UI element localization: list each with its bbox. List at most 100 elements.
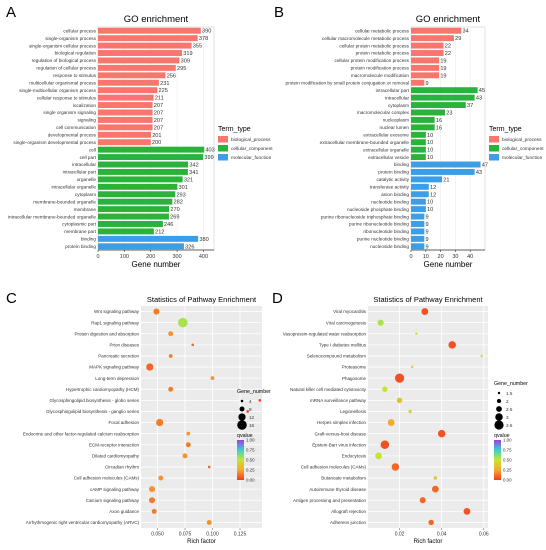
value-label: 207 xyxy=(154,118,163,124)
bar-B-12 xyxy=(411,109,446,116)
x-tick-label: 40 xyxy=(467,254,473,260)
category-label: Autoimmune thyroid disease xyxy=(309,487,366,492)
size-legend-label: 3 xyxy=(506,415,509,420)
bubble-C-5 xyxy=(168,354,173,358)
x-tick-label: 0.100 xyxy=(206,532,219,538)
bubble-D-7 xyxy=(394,373,405,383)
bar-B-27 xyxy=(411,221,425,227)
category-label: Protein digestion and absorption xyxy=(74,331,139,336)
category-label: nuclear lumen xyxy=(380,125,410,130)
bar-A-2 xyxy=(98,35,198,42)
color-legend-label: 0.50 xyxy=(246,458,255,463)
bubble-D-5 xyxy=(480,354,483,358)
legend-swatch xyxy=(218,154,228,161)
bar-A-13 xyxy=(98,116,153,123)
bar-A-9 xyxy=(98,87,158,94)
value-label: 282 xyxy=(174,200,183,206)
value-label: 301 xyxy=(179,185,188,191)
category-label: Epstein-Barr virus infection xyxy=(312,442,366,447)
value-label: 9 xyxy=(426,237,429,243)
value-label: 231 xyxy=(160,81,169,87)
bar-A-23 xyxy=(98,191,176,198)
value-label: 380 xyxy=(199,237,208,243)
category-label: purine nucleotide binding xyxy=(357,237,410,242)
category-label: Calcium signaling pathway xyxy=(86,498,140,503)
category-label: cellular protein modification process xyxy=(334,58,409,63)
bar-B-7 xyxy=(411,72,440,79)
bar-B-3 xyxy=(411,42,444,49)
category-label: Viral myocarditis xyxy=(333,309,367,314)
bubble-D-2 xyxy=(377,319,384,326)
bar-A-26 xyxy=(98,213,169,220)
category-label: cell part xyxy=(80,155,97,160)
value-label: 403 xyxy=(205,148,214,154)
bubble-D-4 xyxy=(448,341,456,349)
legend-entry: molecular_function xyxy=(502,155,543,161)
category-label: membrane xyxy=(74,207,97,212)
category-label: Wnt signaling pathway xyxy=(94,309,140,314)
bar-A-18 xyxy=(98,154,204,161)
size-legend-dot xyxy=(496,398,502,404)
category-label: catalytic activity xyxy=(376,177,409,182)
bar-B-30 xyxy=(411,243,425,250)
category-label: macromolecule modification xyxy=(351,73,409,78)
value-label: 19 xyxy=(440,58,446,64)
legend-entry: biological_process xyxy=(231,137,271,143)
value-label: 16 xyxy=(436,125,442,131)
bar-B-21 xyxy=(411,176,443,183)
bubble-D-14 xyxy=(375,452,382,460)
legend-entry: biological_process xyxy=(502,137,542,143)
bar-B-28 xyxy=(411,228,425,235)
value-label: 16 xyxy=(436,118,442,124)
category-label: extracellular organelle xyxy=(363,147,409,152)
bar-A-12 xyxy=(98,109,153,116)
category-label: extracellular membrane-bounded organelle xyxy=(320,140,410,145)
value-label: 9 xyxy=(426,222,429,228)
category-label: nucleoside binding xyxy=(370,244,409,249)
bar-B-15 xyxy=(411,131,426,138)
x-tick-label: 10 xyxy=(423,254,429,260)
value-label: 22 xyxy=(445,44,451,50)
bar-B-24 xyxy=(411,198,426,205)
size-legend-title-D: Gene_number xyxy=(494,381,528,387)
value-label: 399 xyxy=(204,155,213,161)
value-label: 269 xyxy=(170,215,179,221)
bar-B-9 xyxy=(411,87,478,94)
size-legend-label: 2 xyxy=(506,399,509,404)
value-label: 211 xyxy=(155,96,164,102)
bubble-C-9 xyxy=(258,399,262,402)
category-label: cytoplasmic part xyxy=(62,222,97,227)
color-legend-label: 0.50 xyxy=(503,458,512,463)
bar-A-30 xyxy=(98,243,184,250)
bubble-C-1 xyxy=(153,308,160,315)
value-label: 29 xyxy=(455,36,461,42)
size-legend-title-C: Gene_number xyxy=(237,389,271,395)
category-label: Adherens junction xyxy=(330,520,367,525)
x-tick-label: 0.125 xyxy=(234,532,247,538)
bar-A-24 xyxy=(98,198,173,205)
plot-area-D xyxy=(368,306,488,528)
bubble-D-6 xyxy=(411,365,414,369)
category-label: cell communication xyxy=(56,125,96,130)
category-label: Dilated cardiomyopathy xyxy=(92,453,140,458)
category-label: Antigen processing and presentation xyxy=(293,498,367,503)
bubble-D-13 xyxy=(380,440,390,450)
size-legend-label: 2.5 xyxy=(506,407,513,412)
bar-A-11 xyxy=(98,102,153,109)
bar-A-22 xyxy=(98,183,178,190)
value-label: 23 xyxy=(446,110,452,116)
bubble-D-1 xyxy=(421,308,429,315)
x-tick-label: 30 xyxy=(452,254,458,260)
category-label: Type I diabetes mellitus xyxy=(319,342,367,347)
x-tick-label: 20 xyxy=(438,254,444,260)
category-label: Arrhythmogenic right ventricular cardiom… xyxy=(26,520,140,525)
bar-A-8 xyxy=(98,79,159,86)
bar-B-6 xyxy=(411,64,440,71)
value-label: 212 xyxy=(155,229,164,235)
color-legend-title-C: qvalue xyxy=(237,433,253,439)
panel-B: B GO enrichment cellular metabolic process… xyxy=(274,4,544,269)
category-label: Endocytosis xyxy=(342,453,367,458)
bar-A-21 xyxy=(98,176,183,183)
color-legend-title-D: qvalue xyxy=(494,433,510,439)
category-label: developmental process xyxy=(48,132,97,137)
